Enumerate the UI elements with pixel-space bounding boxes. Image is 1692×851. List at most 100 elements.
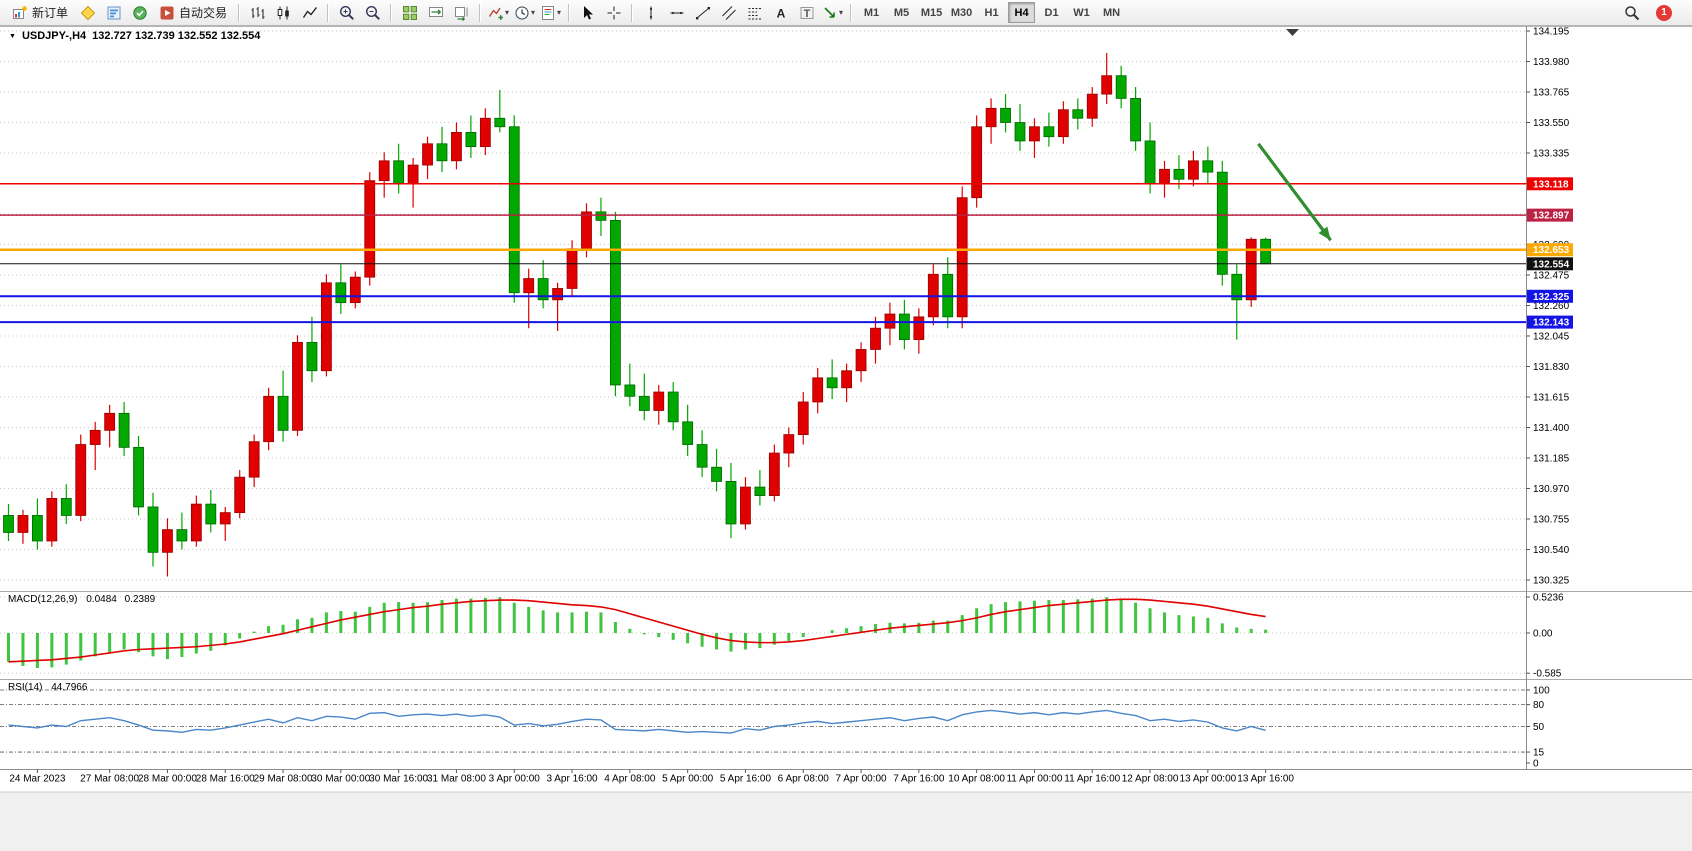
chart-ohlc-quote: 132.727 132.739 132.552 132.554 — [92, 30, 261, 42]
crosshair-icon — [606, 5, 622, 21]
channel-icon — [721, 5, 737, 21]
arrows-icon — [822, 5, 838, 21]
trend-arrow-line[interactable] — [1257, 142, 1332, 242]
tf-m1-button[interactable]: M1 — [863, 6, 880, 19]
time-axis-label: 4 Apr 08:00 — [604, 774, 656, 785]
trendline-button[interactable] — [690, 1, 715, 25]
candle-body — [75, 444, 87, 516]
candle-body — [248, 441, 260, 478]
candle-body — [624, 384, 636, 397]
text-button[interactable]: A — [768, 1, 793, 25]
line-chart-icon — [302, 5, 318, 21]
chart-title: ▼ USDJPY-,H4 132.727 132.739 132.552 132… — [9, 30, 260, 42]
candle-body — [682, 421, 694, 445]
metaeditor-button[interactable] — [75, 1, 100, 25]
market-watch-button[interactable] — [127, 1, 152, 25]
price-tick-label: 131.830 — [1533, 362, 1570, 373]
candle-body — [1202, 160, 1214, 173]
market-depth-button[interactable] — [101, 1, 126, 25]
tf-mn-button[interactable]: MN — [1102, 6, 1121, 19]
candle-body — [1115, 75, 1127, 99]
tf-w1-button[interactable]: W1 — [1073, 6, 1090, 19]
candle-body — [364, 180, 376, 278]
tf-h4-button[interactable]: H4 — [1008, 2, 1036, 23]
time-axis-label: 5 Apr 16:00 — [720, 774, 772, 785]
autotrading-button[interactable]: 自动交易 — [153, 1, 233, 25]
time-axis-label: 3 Apr 16:00 — [546, 774, 598, 785]
toolbar-separator — [390, 3, 393, 22]
candle-body — [118, 412, 130, 448]
candle-body — [494, 117, 506, 128]
candle-body — [653, 391, 665, 411]
candle-body — [320, 282, 332, 372]
channel-button[interactable] — [716, 1, 741, 25]
time-axis-label: 28 Mar 16:00 — [196, 774, 255, 785]
candle-body — [768, 452, 780, 496]
candle-body — [292, 341, 303, 431]
candle-body — [176, 529, 188, 542]
indicators-button[interactable]: ▾ — [486, 1, 511, 25]
zoom-out-button[interactable] — [360, 1, 385, 25]
notifications-badge[interactable]: 1 — [1656, 4, 1672, 21]
cursor-icon — [580, 5, 596, 21]
dropdown-caret: ▾ — [839, 8, 844, 17]
bar-chart-button[interactable] — [245, 1, 270, 25]
price-badge-label: 132.554 — [1533, 259, 1570, 270]
price-badge — [1527, 289, 1573, 303]
chart-menu-caret[interactable]: ▼ — [9, 32, 16, 40]
crosshair-button[interactable] — [601, 1, 626, 25]
tile-windows-icon — [402, 5, 418, 21]
zoom-in-icon — [339, 5, 355, 21]
time-axis-label: 11 Apr 16:00 — [1064, 774, 1120, 785]
zoom-out-icon — [365, 5, 381, 21]
templates-icon — [540, 5, 556, 21]
candlestick-button[interactable] — [271, 1, 296, 25]
time-axis-label: 24 Mar 2023 — [9, 774, 66, 785]
tf-m5-button[interactable]: M5 — [893, 6, 910, 19]
line-chart-button[interactable] — [297, 1, 322, 25]
price-tick-label: 134.195 — [1533, 27, 1570, 38]
cursor-button[interactable] — [575, 1, 600, 25]
tf-d1-button[interactable]: D1 — [1044, 6, 1059, 19]
new-order-button[interactable]: 新订单 — [6, 1, 74, 25]
fibonacci-button[interactable] — [742, 1, 767, 25]
vertical-line-button[interactable] — [638, 1, 663, 25]
rsi-axis-label: 0 — [1533, 759, 1539, 770]
candle-body — [1231, 273, 1243, 301]
chart-shift-marker[interactable] — [1286, 29, 1299, 36]
tile-windows-button[interactable] — [397, 1, 422, 25]
rsi-axis-label: 80 — [1533, 700, 1545, 711]
time-axis-label: 28 Mar 00:00 — [138, 774, 197, 785]
search-button[interactable] — [1619, 1, 1644, 25]
rsi-value: 44.7966 — [51, 682, 88, 693]
candle-body — [1173, 168, 1185, 180]
candle-body — [1245, 238, 1257, 301]
tf-m15-button[interactable]: M15 — [920, 6, 943, 19]
horizontal-line-button[interactable] — [664, 1, 689, 25]
zoom-in-button[interactable] — [334, 1, 359, 25]
label-icon: T — [799, 5, 815, 21]
candle-body — [812, 377, 824, 403]
candle-body — [1043, 126, 1055, 138]
chart-plot-area[interactable] — [0, 26, 1526, 769]
arrows-button[interactable]: ▾ — [820, 1, 845, 25]
fibonacci-icon — [747, 5, 763, 21]
candle-body — [552, 288, 563, 301]
candle-body — [263, 395, 275, 443]
periods-button[interactable]: ▾ — [512, 1, 537, 25]
auto-scroll-button[interactable] — [423, 1, 448, 25]
macd-value: 0.0484 — [86, 594, 117, 605]
price-badge — [1527, 257, 1573, 271]
templates-button[interactable]: ▾ — [538, 1, 563, 25]
candle-body — [725, 481, 737, 525]
candle-body — [393, 160, 405, 184]
candle-body — [523, 278, 535, 294]
time-axis-label: 7 Apr 16:00 — [893, 774, 945, 785]
tf-m30-button[interactable]: M30 — [950, 6, 973, 19]
price-badge-label: 132.897 — [1533, 211, 1570, 222]
toolbar-separator — [238, 3, 241, 22]
chart-shift-button[interactable] — [449, 1, 474, 25]
label-button[interactable]: T — [794, 1, 819, 25]
candle-body — [783, 434, 795, 454]
tf-h1-button[interactable]: H1 — [984, 6, 999, 19]
